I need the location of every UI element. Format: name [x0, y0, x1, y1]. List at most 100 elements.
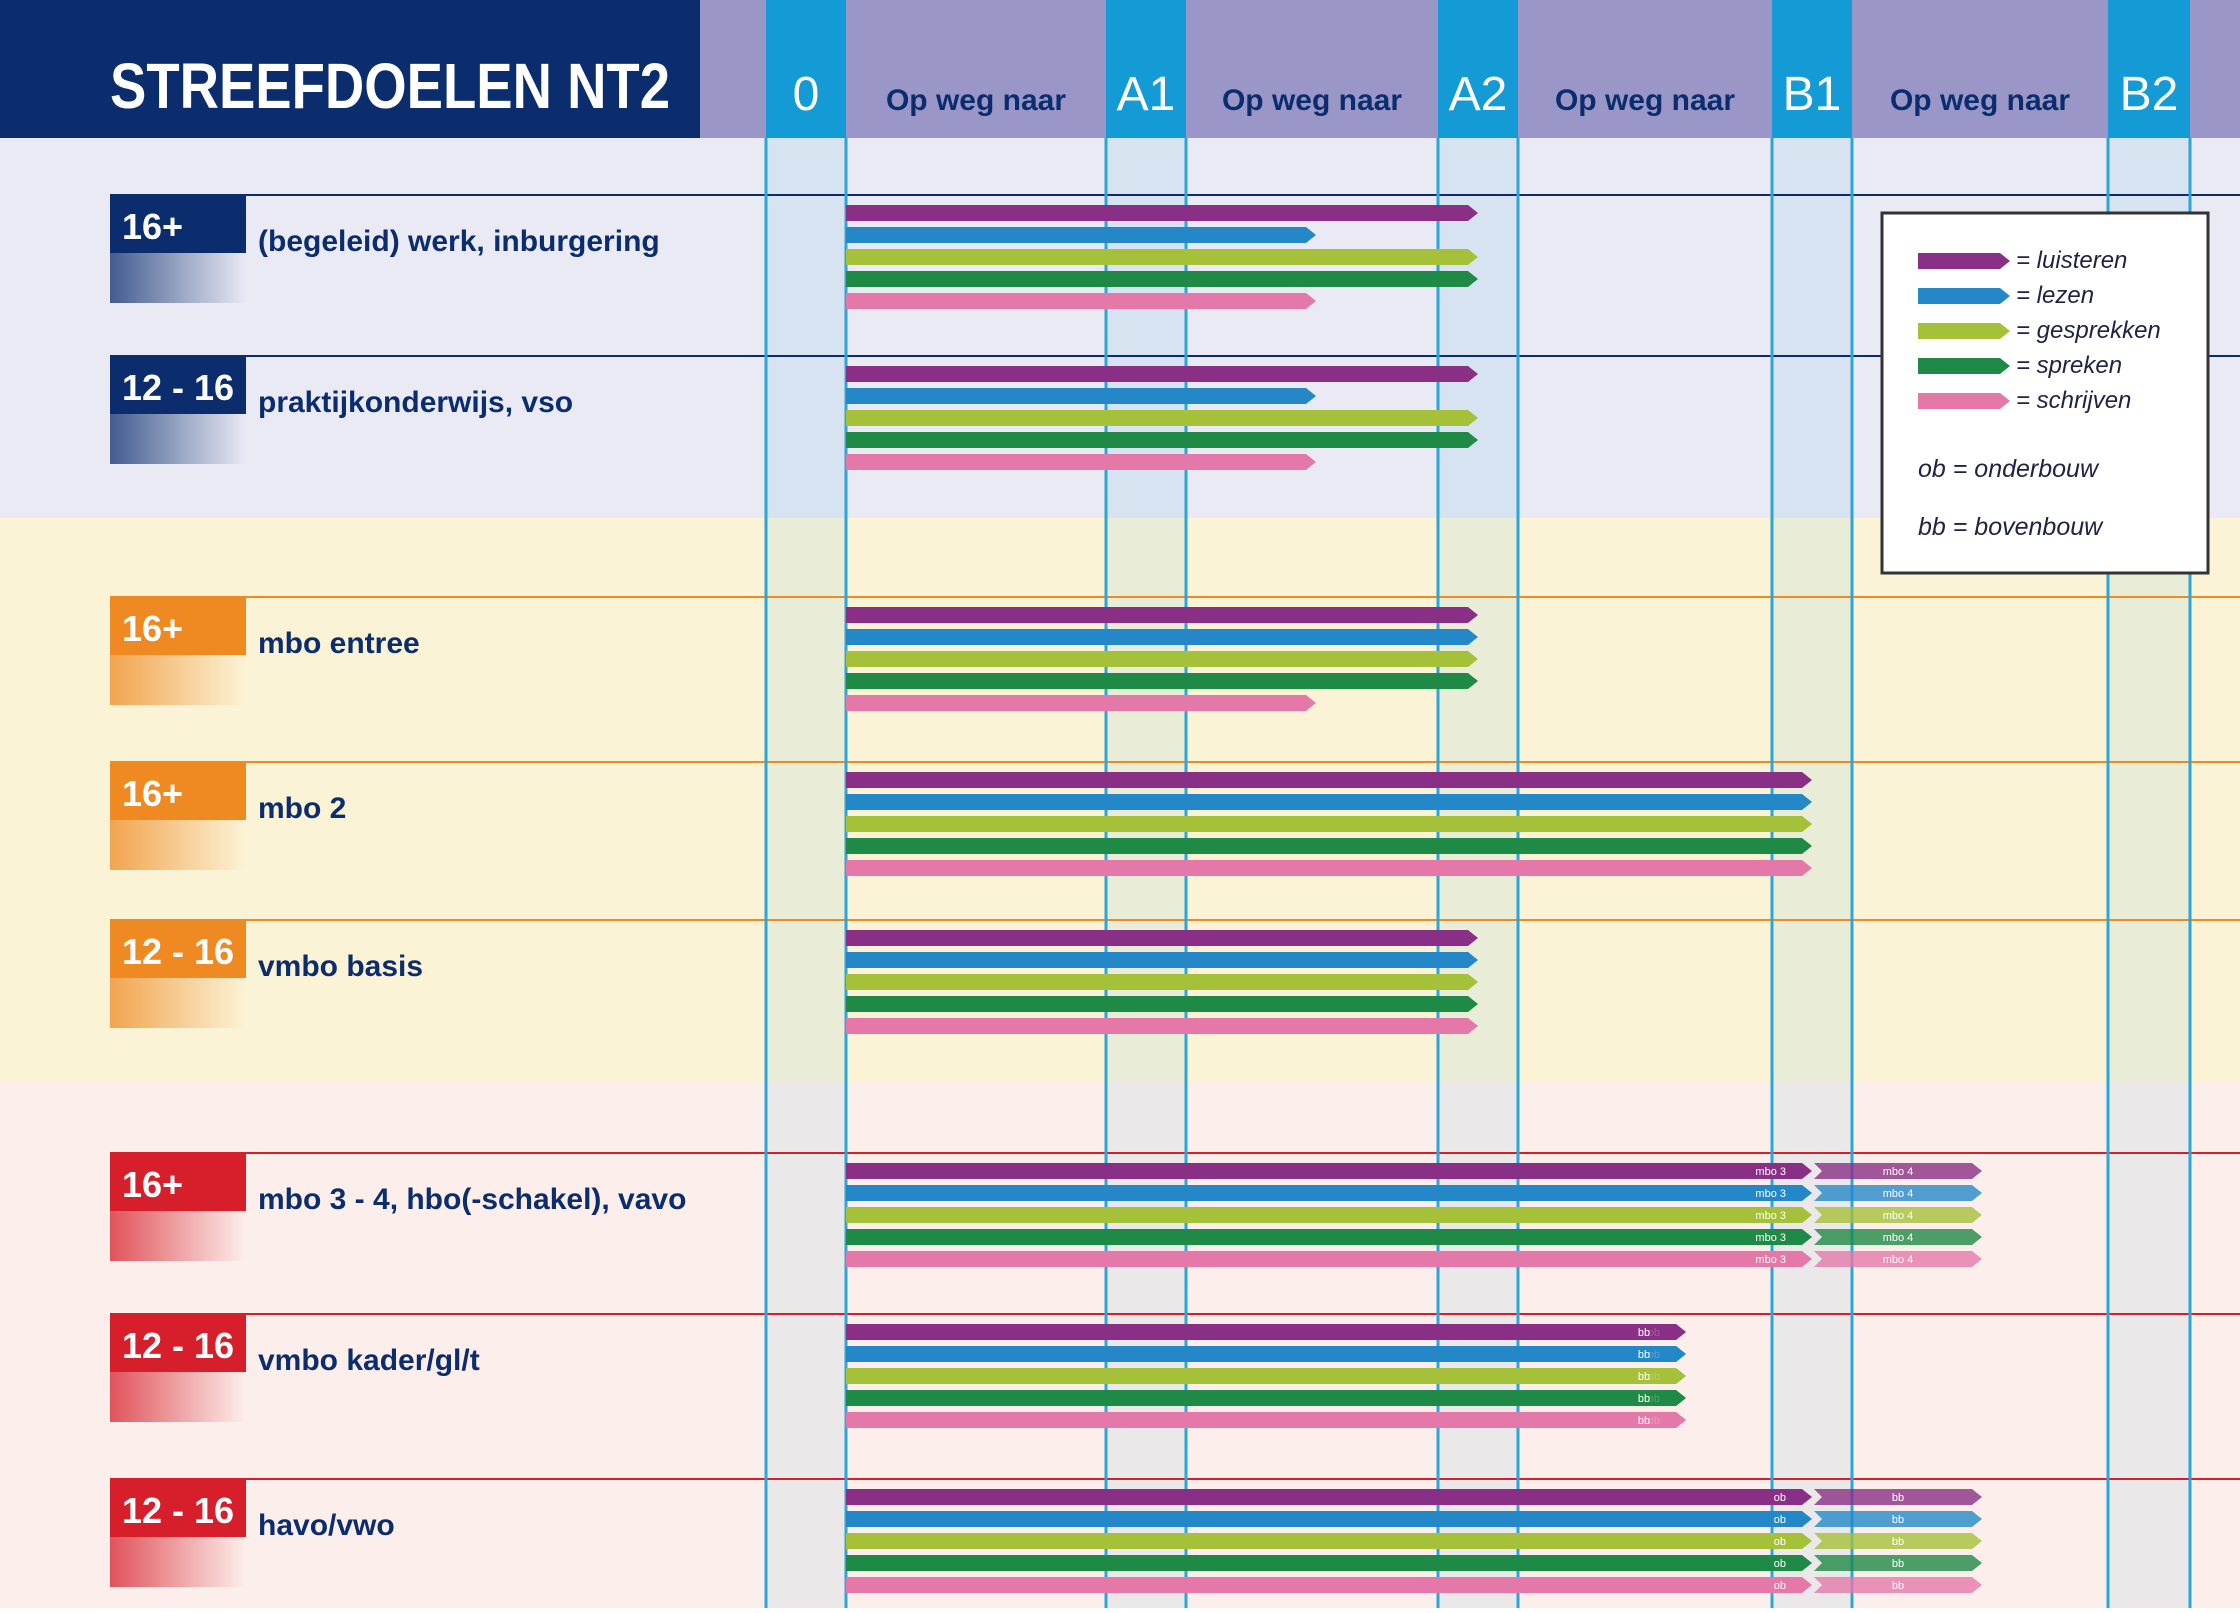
bar-gesprekken — [846, 1207, 1812, 1223]
bar-extension — [1814, 1577, 1982, 1593]
bar-schrijven — [846, 1018, 1478, 1034]
bar-extension-tag: bb — [1892, 1536, 1904, 1548]
bar-gesprekken — [846, 1368, 1686, 1384]
legend-label: = lezen — [2016, 282, 2094, 309]
age-badge-label: 12 - 16 — [122, 1325, 234, 1366]
age-badge-fade — [110, 1211, 246, 1261]
legend-label: = schrijven — [2016, 387, 2131, 414]
age-badge-fade — [110, 1537, 246, 1587]
header-sub-label: Op weg naar — [1890, 84, 2070, 117]
bar-extension — [1602, 1346, 1686, 1362]
age-badge — [110, 1479, 246, 1537]
bar-extension — [1814, 1555, 1982, 1571]
bar-extension — [1602, 1390, 1686, 1406]
bar-luisteren — [846, 772, 1812, 788]
age-badge-fade — [110, 253, 246, 303]
bar-spreken — [846, 838, 1812, 854]
bar-tag: mbo 3 — [1755, 1166, 1786, 1178]
bar-gesprekken — [846, 410, 1478, 426]
bar-lezen — [846, 952, 1478, 968]
header-level-label: A1 — [1117, 68, 1176, 121]
bar-lezen — [846, 1185, 1812, 1201]
bar-luisteren — [846, 366, 1478, 382]
bar-lezen — [846, 227, 1316, 243]
age-badge-fade — [110, 978, 246, 1028]
age-badge — [110, 356, 246, 414]
row-label: mbo entree — [258, 627, 420, 660]
bar-extension — [1602, 1368, 1686, 1384]
age-badge — [110, 1153, 246, 1211]
row-label: vmbo kader/gl/t — [258, 1344, 480, 1377]
header-level-cell — [1106, 0, 1186, 138]
age-badge-label: 12 - 16 — [122, 931, 234, 972]
bar-spreken — [846, 432, 1478, 448]
bar-lezen — [846, 1346, 1686, 1362]
age-badge — [110, 597, 246, 655]
bar-gesprekken — [846, 974, 1478, 990]
bar-schrijven — [846, 1577, 1812, 1593]
bar-schrijven — [846, 293, 1316, 309]
bar-tag: mbo 3 — [1755, 1232, 1786, 1244]
bar-extension-tag: bb — [1638, 1415, 1650, 1427]
bar-tag: ob — [1774, 1514, 1786, 1526]
bar-luisteren — [846, 1489, 1812, 1505]
bar-extension — [1814, 1511, 1982, 1527]
bar-luisteren — [846, 205, 1478, 221]
legend-label: = spreken — [2016, 352, 2122, 379]
header-level-label: B2 — [2120, 68, 2179, 121]
header-sub-label: Op weg naar — [1555, 84, 1735, 117]
bar-tag: ob — [1774, 1558, 1786, 1570]
header-level-label: B1 — [1783, 68, 1842, 121]
level-column-strip — [766, 138, 846, 1608]
header-sub-label: Op weg naar — [1222, 84, 1402, 117]
bar-tag: mbo 3 — [1755, 1254, 1786, 1266]
age-badge-fade — [110, 414, 246, 464]
bar-schrijven — [846, 1412, 1686, 1428]
bar-spreken — [846, 1390, 1686, 1406]
legend-swatch — [1918, 253, 2010, 269]
header-level-label: 0 — [793, 68, 820, 121]
legend: = luisteren = lezen = gesprekken = spreken =… — [1880, 211, 2210, 575]
header-level-cell — [766, 0, 846, 138]
age-badge-label: 12 - 16 — [122, 367, 234, 408]
row-label: mbo 2 — [258, 792, 346, 825]
legend-note: bb = bovenbouw — [1918, 513, 2104, 541]
bar-spreken — [846, 1229, 1812, 1245]
legend-swatch — [1918, 323, 2010, 339]
bar-extension-tag: bb — [1892, 1558, 1904, 1570]
legend-swatch — [1918, 288, 2010, 304]
bar-schrijven — [846, 1251, 1812, 1267]
bar-gesprekken — [846, 1533, 1812, 1549]
bar-extension — [1814, 1533, 1982, 1549]
bar-spreken — [846, 996, 1478, 1012]
bar-gesprekken — [846, 816, 1812, 832]
bar-extension — [1602, 1412, 1686, 1428]
bar-spreken — [846, 271, 1478, 287]
row-label: havo/vwo — [258, 1509, 395, 1542]
bar-spreken — [846, 673, 1478, 689]
bar-gesprekken — [846, 651, 1478, 667]
page-title: STREEFDOELEN NT2 — [110, 50, 670, 122]
bar-schrijven — [846, 695, 1316, 711]
row-label: (begeleid) werk, inburgering — [258, 225, 660, 258]
bar-tag: ob — [1774, 1536, 1786, 1548]
header-level-cell — [2108, 0, 2190, 138]
bar-extension-tag: mbo 4 — [1883, 1166, 1914, 1178]
bar-extension-tag: bb — [1638, 1393, 1650, 1405]
bar-schrijven — [846, 860, 1812, 876]
age-badge — [110, 920, 246, 978]
bar-extension — [1602, 1324, 1686, 1340]
row-label: vmbo basis — [258, 950, 423, 983]
bar-extension — [1814, 1185, 1982, 1201]
bar-extension — [1814, 1163, 1982, 1179]
age-badge-label: 16+ — [122, 608, 183, 649]
bar-extension — [1814, 1207, 1982, 1223]
bar-extension-tag: bb — [1638, 1327, 1650, 1339]
age-badge-label: 12 - 16 — [122, 1490, 234, 1531]
header-level-label: A2 — [1449, 68, 1508, 121]
header-level-cell — [1772, 0, 1852, 138]
title-block — [0, 0, 700, 138]
bar-extension-tag: bb — [1638, 1371, 1650, 1383]
age-badge-label: 16+ — [122, 1164, 183, 1205]
